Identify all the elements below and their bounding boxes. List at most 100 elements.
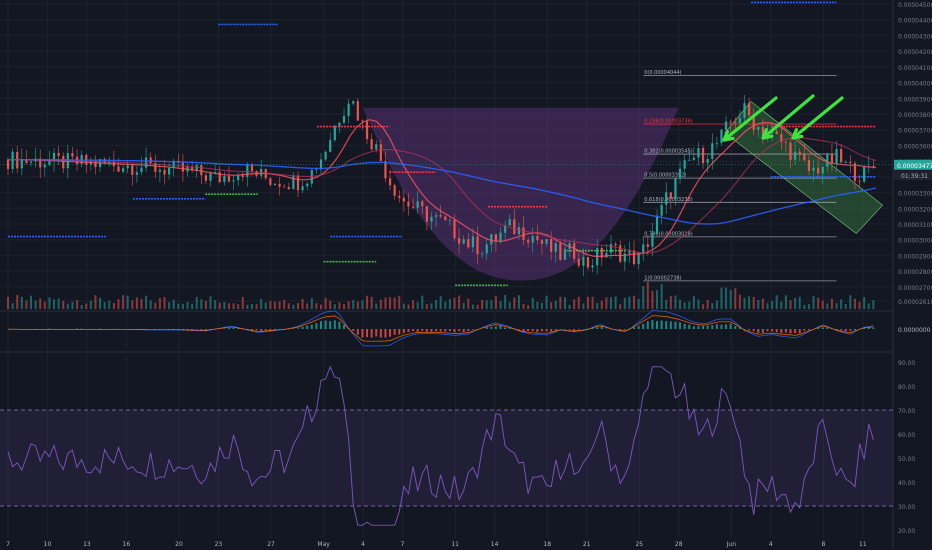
macd-histogram-bar xyxy=(840,329,843,331)
annotation-arrows xyxy=(722,94,844,142)
volume-bar xyxy=(771,301,774,309)
price-tick-label: 0.00002700 xyxy=(898,285,932,292)
candle-body xyxy=(642,244,645,253)
macd-histogram-bar xyxy=(186,329,189,331)
volume-bar xyxy=(651,290,654,309)
time-tick-label: 13 xyxy=(83,541,91,548)
macd-histogram-bar xyxy=(499,325,502,329)
candle-body xyxy=(296,175,300,191)
macd-histogram-bar xyxy=(711,325,714,329)
rsi-pane: 90.00 80.00 70.00 60.00 50.00 40.00 30.00 20.00 xyxy=(0,360,915,535)
rsi-tick-label: 90.00 xyxy=(898,360,915,367)
candle-body xyxy=(6,159,10,169)
candle-body xyxy=(43,164,46,168)
candle-body xyxy=(158,169,161,172)
fib-level-label: 0.236(0.00003736) xyxy=(644,119,692,125)
volume-bar xyxy=(214,300,217,309)
volume-bar xyxy=(158,298,161,309)
volume-bar xyxy=(600,300,603,309)
time-tick-label: 7 xyxy=(6,541,10,548)
macd-histogram-bar xyxy=(619,329,622,330)
macd-histogram-bar xyxy=(794,329,797,334)
candle-body xyxy=(476,236,479,255)
candle-body xyxy=(144,157,148,168)
volume-bar xyxy=(527,304,530,309)
candle-body xyxy=(651,232,654,247)
countdown-label: 01:39:31 xyxy=(901,173,928,180)
candle-body xyxy=(218,172,221,183)
macd-zero-label: 0.0000000 xyxy=(898,327,931,334)
macd-histogram-bar xyxy=(504,327,507,329)
volume-bar xyxy=(278,301,281,309)
volume-bar xyxy=(752,296,755,309)
volume-bar xyxy=(628,296,631,309)
candle-body xyxy=(660,204,663,216)
macd-histogram-bar xyxy=(725,324,728,329)
macd-histogram-bar xyxy=(200,329,203,331)
volume-bar xyxy=(402,303,405,309)
candle-body xyxy=(481,253,484,255)
candle-body xyxy=(62,155,65,169)
volume-bar xyxy=(476,304,479,309)
macd-histogram-bar xyxy=(715,324,718,329)
volume-bar xyxy=(849,295,852,309)
volume-bar xyxy=(117,299,120,309)
candle-body xyxy=(126,165,129,169)
macd-histogram-bar xyxy=(158,329,161,330)
fib-level-label: 0.5(0.00003392) xyxy=(644,173,686,179)
candle-body xyxy=(550,239,553,252)
candle-body xyxy=(715,142,718,144)
candle-body xyxy=(568,243,571,249)
volume-bar xyxy=(356,301,359,309)
volume-bar xyxy=(85,303,88,309)
candle-body xyxy=(200,165,203,176)
candle-body xyxy=(227,176,231,182)
time-tick-label: Jun xyxy=(726,541,737,548)
volume-bar xyxy=(237,304,240,309)
volume-bar xyxy=(458,295,461,309)
volume-bar xyxy=(605,297,608,309)
candle-body xyxy=(490,234,493,245)
candle-body xyxy=(794,151,797,160)
candle-body xyxy=(536,235,539,241)
macd-histogram-bar xyxy=(435,329,438,332)
volume-bar xyxy=(766,303,769,309)
macd-histogram-bar xyxy=(522,329,525,332)
macd-histogram-bar xyxy=(550,329,553,332)
price-tick-label: 0.00003100 xyxy=(898,222,932,229)
volume-bar xyxy=(697,299,700,309)
fib-level-label: 0.382(0.00003545) xyxy=(644,149,692,155)
volume-bar xyxy=(103,302,106,309)
volume-bar xyxy=(324,297,327,309)
time-tick-label: 20 xyxy=(175,541,183,548)
volume-bar xyxy=(246,304,249,309)
price-tick-label: 0.00003800 xyxy=(898,112,932,119)
volume-bar xyxy=(66,303,69,309)
volume-bar xyxy=(683,302,686,309)
macd-histogram-bar xyxy=(467,329,470,332)
volume-bar xyxy=(863,297,866,309)
macd-histogram-bar xyxy=(817,327,820,329)
volume-bar xyxy=(692,295,695,309)
volume-bar xyxy=(149,300,152,309)
volume-bar xyxy=(517,295,520,309)
volume-bar xyxy=(315,303,318,309)
candle-body xyxy=(315,169,318,171)
macd-pane: 0.0000000 xyxy=(7,310,931,347)
countdown-tag xyxy=(894,170,932,180)
macd-histogram-bar xyxy=(379,329,382,338)
volume-bar xyxy=(140,299,143,309)
candle-body xyxy=(434,215,438,217)
macd-histogram-bar xyxy=(485,327,488,329)
volume-bar xyxy=(830,298,833,309)
candle-body xyxy=(780,134,783,142)
candle-body xyxy=(352,101,355,104)
volume-bar xyxy=(181,303,184,309)
ma-mid-line xyxy=(8,137,877,254)
candle-body xyxy=(467,239,470,248)
macd-histogram-bar xyxy=(402,329,405,334)
candle-body xyxy=(729,121,732,123)
volume-bar xyxy=(389,297,392,309)
macd-histogram-bar xyxy=(784,329,787,333)
macd-histogram-bar xyxy=(315,323,318,329)
